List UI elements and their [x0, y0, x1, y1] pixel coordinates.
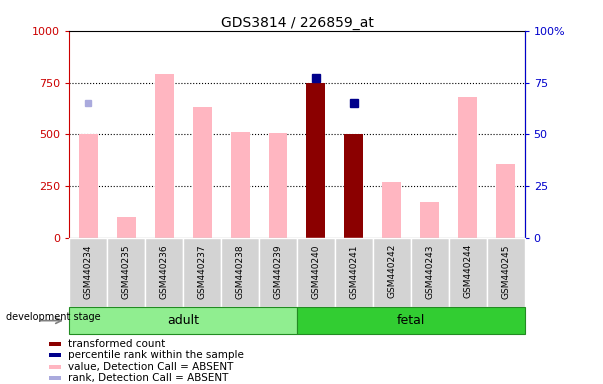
Text: GSM440236: GSM440236	[160, 244, 169, 299]
Bar	[496, 164, 515, 238]
Bar	[107, 238, 145, 307]
Bar	[183, 238, 221, 307]
Text: GSM440237: GSM440237	[198, 244, 207, 299]
Bar	[297, 238, 335, 307]
Bar	[79, 134, 98, 238]
Text: GSM440245: GSM440245	[501, 244, 510, 298]
Text: GSM440243: GSM440243	[425, 244, 434, 298]
Bar	[49, 365, 61, 369]
Bar	[335, 238, 373, 307]
Text: GSM440241: GSM440241	[349, 244, 358, 298]
Bar	[297, 307, 525, 334]
Text: development stage: development stage	[6, 312, 101, 322]
Text: fetal: fetal	[397, 314, 425, 327]
Bar	[155, 74, 174, 238]
Bar	[192, 108, 212, 238]
Bar	[49, 376, 61, 380]
Bar	[259, 238, 297, 307]
Bar	[49, 353, 61, 357]
Bar	[69, 307, 297, 334]
Bar	[487, 238, 525, 307]
Bar	[306, 83, 326, 238]
Text: value, Detection Call = ABSENT: value, Detection Call = ABSENT	[68, 362, 234, 372]
Text: GSM440235: GSM440235	[122, 244, 131, 299]
Bar	[49, 342, 61, 346]
Bar	[69, 238, 107, 307]
Text: GSM440240: GSM440240	[311, 244, 320, 298]
Text: GSM440239: GSM440239	[274, 244, 283, 299]
Text: percentile rank within the sample: percentile rank within the sample	[68, 350, 244, 360]
Bar	[373, 238, 411, 307]
Bar	[117, 217, 136, 238]
Title: GDS3814 / 226859_at: GDS3814 / 226859_at	[221, 16, 373, 30]
Bar	[382, 182, 402, 238]
Text: GSM440242: GSM440242	[387, 244, 396, 298]
Text: rank, Detection Call = ABSENT: rank, Detection Call = ABSENT	[68, 373, 229, 383]
Bar	[221, 238, 259, 307]
Bar	[458, 97, 477, 238]
Bar	[344, 134, 364, 238]
Bar	[449, 238, 487, 307]
Text: GSM440244: GSM440244	[463, 244, 472, 298]
Bar	[268, 133, 288, 238]
Bar	[230, 132, 250, 238]
Text: transformed count: transformed count	[68, 339, 166, 349]
Bar	[420, 202, 439, 238]
Text: GSM440238: GSM440238	[236, 244, 245, 299]
Text: adult: adult	[167, 314, 199, 327]
Bar	[145, 238, 183, 307]
Bar	[411, 238, 449, 307]
Text: GSM440234: GSM440234	[84, 244, 93, 298]
